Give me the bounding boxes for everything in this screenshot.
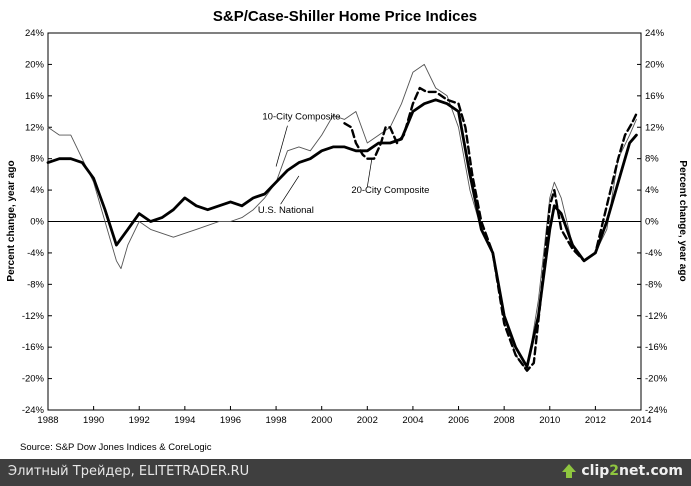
x-tick-label: 2012 [585,415,606,426]
y-tick-label-left: -4% [27,248,44,259]
series-line-u-s-national [46,98,638,369]
x-tick-label: 1992 [129,415,150,426]
annotation-label: 20-City Composite [351,185,429,196]
y-tick-label-left: -8% [27,279,44,290]
footer-bar: Элитный Трейдер, ELITETRADER.RU clip2net… [0,459,691,486]
y-tick-label-left: 20% [25,59,45,70]
y-tick-label-left: -12% [22,311,45,322]
clip2net-logo[interactable]: clip2net.com [561,463,683,479]
y-tick-label-left: 0% [30,217,44,228]
y-tick-label-right: -8% [645,279,662,290]
upload-arrow-icon [562,464,577,478]
x-tick-label: 1996 [220,415,241,426]
annotation-label: 10-City Composite [262,111,340,122]
y-tick-label-right: -16% [645,342,668,353]
chart-title: S&P/Case-Shiller Home Price Indices [213,8,477,25]
y-tick-label-left: 8% [30,154,44,165]
x-tick-label: 2000 [311,415,332,426]
series-layer [46,63,638,372]
annotation-pointer [280,175,300,205]
x-tick-label: 2014 [630,415,651,426]
annotation-label: U.S. National [258,205,314,216]
chart-svg: S&P/Case-Shiller Home Price Indices -24%… [0,0,691,459]
x-tick-label: 2008 [494,415,515,426]
y-tick-label-right: 4% [645,185,659,196]
y-tick-label-left: 24% [25,28,45,39]
y-tick-label-left: -24% [22,405,45,416]
source-note: Source: S&P Dow Jones Indices & CoreLogi… [20,442,212,453]
series-line-10-city-composite [47,63,637,372]
axes-layer: -24% -24% -20% -20% -16% -16% -12% -12% -8% -8% -4… [22,28,668,426]
x-tick-label: 2010 [539,415,560,426]
y-tick-label-left: 12% [25,122,45,133]
y-tick-label-right: -24% [645,405,668,416]
y-axis-label-left: Percent change, year ago [6,160,17,281]
x-tick-label: 2002 [357,415,378,426]
x-tick-label: 1998 [266,415,287,426]
y-tick-label-left: -16% [22,342,45,353]
y-axis-label-right: Percent change, year ago [677,160,688,281]
annotation-layer: 10-City Composite 20-City Composite U.S. N… [258,111,430,215]
y-tick-label-right: 16% [645,91,665,102]
y-tick-label-right: -20% [645,374,668,385]
chart-background [0,0,691,459]
y-tick-label-right: -12% [645,311,668,322]
annotation-pointer [366,158,373,187]
x-tick-label: 1988 [37,415,58,426]
footer-caption: Элитный Трейдер, ELITETRADER.RU [8,464,250,479]
annotation-pointer [275,125,288,167]
logo-text: clip2net.com [581,463,683,479]
x-tick-label: 2004 [402,415,423,426]
y-tick-label-left: -20% [22,374,45,385]
y-tick-label-right: 24% [645,28,665,39]
x-tick-label: 1990 [83,415,104,426]
y-tick-label-right: 20% [645,59,665,70]
x-tick-label: 2006 [448,415,469,426]
y-tick-label-right: -4% [645,248,662,259]
y-tick-label-right: 12% [645,122,665,133]
y-tick-label-left: 16% [25,91,45,102]
x-tick-label: 1994 [174,415,195,426]
y-tick-label-left: 4% [30,185,44,196]
y-tick-label-right: 0% [645,217,659,228]
y-tick-label-right: 8% [645,154,659,165]
